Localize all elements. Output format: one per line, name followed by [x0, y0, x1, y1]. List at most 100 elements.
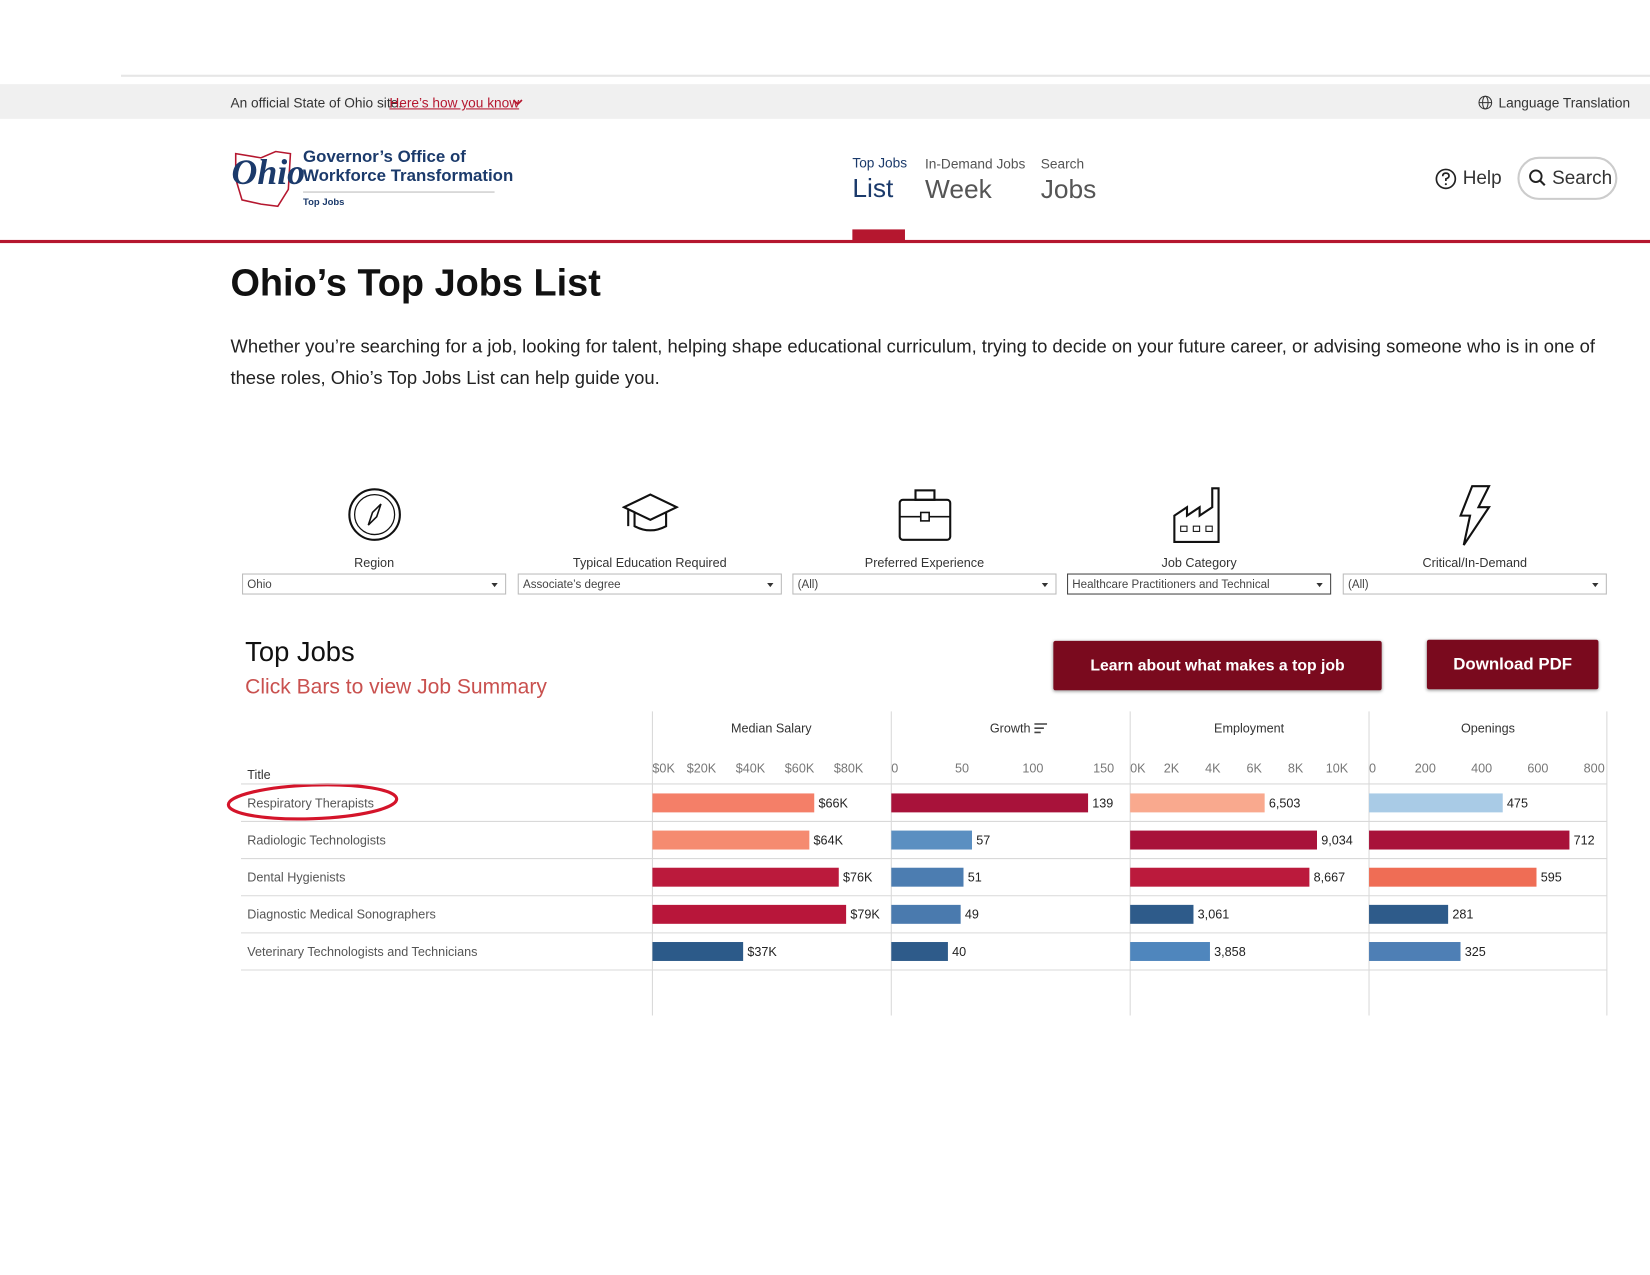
value-label: 139	[1092, 796, 1113, 810]
x-tick-label: 2K	[1164, 762, 1180, 776]
x-tick-label: 10K	[1326, 762, 1349, 776]
row-label[interactable]: Dental Hygienists	[247, 871, 345, 885]
row-label[interactable]: Radiologic Technologists	[247, 833, 386, 847]
nav-item[interactable]: Jobs	[1040, 174, 1097, 205]
bar[interactable]	[1130, 904, 1194, 924]
x-tick-label: 0	[891, 762, 898, 776]
intro: Whether you’re searching for a job, look…	[230, 335, 1595, 389]
search-icon	[1529, 169, 1546, 186]
filter-dropdown[interactable]: (All)	[792, 573, 1057, 595]
x-tick-label: $0K	[652, 762, 675, 776]
x-tick-label: 6K	[1247, 762, 1263, 776]
x-tick-label: 50	[955, 762, 969, 776]
nav-item[interactable]: Week	[924, 174, 992, 205]
value-label: 57	[976, 833, 990, 847]
bar[interactable]	[891, 904, 961, 924]
annotation-circle	[226, 783, 399, 821]
bar[interactable]	[1130, 793, 1265, 813]
pdf-button[interactable]: Download PDF	[1426, 639, 1599, 690]
filter-dropdown[interactable]: (All)	[1342, 573, 1607, 595]
bar[interactable]	[1130, 942, 1210, 961]
x-tick-label: 8K	[1288, 762, 1304, 776]
panel-title: Median Salary	[731, 722, 812, 736]
help-icon	[1435, 168, 1457, 190]
bar[interactable]	[1369, 867, 1537, 887]
section-subtitle: Click Bars to view Job Summary	[245, 675, 547, 699]
x-tick-label: 0K	[1130, 762, 1146, 776]
nav-label[interactable]: In-Demand Jobs	[924, 155, 1026, 172]
filter-label: Region	[354, 555, 395, 571]
filter-dropdown[interactable]: Associate’s degree	[517, 573, 782, 595]
how-you-know-link[interactable]: Here’s how you know	[389, 94, 520, 111]
row-header: Title	[247, 768, 270, 782]
bar[interactable]	[1369, 942, 1461, 961]
panel-title: Growth	[990, 722, 1031, 736]
divider	[121, 74, 1650, 77]
search-label[interactable]: Search	[1552, 167, 1613, 189]
x-tick-label: 200	[1415, 762, 1436, 776]
logo-sub: Top Jobs	[303, 196, 345, 208]
x-tick-label: 100	[1022, 762, 1043, 776]
bar[interactable]	[891, 942, 948, 961]
value-label: 712	[1574, 833, 1595, 847]
language-link[interactable]: Language Translation	[1498, 94, 1631, 111]
section-title: Top Jobs	[245, 635, 355, 668]
nav-label[interactable]: Top Jobs	[852, 154, 908, 171]
help-link[interactable]: Help	[1462, 167, 1502, 189]
filter-dropdown[interactable]: Ohio	[242, 573, 507, 595]
row-label[interactable]: Veterinary Technologists and Technicians	[247, 945, 477, 959]
education-icon	[621, 493, 679, 532]
nav-label[interactable]: Search	[1040, 155, 1085, 172]
active-indicator	[852, 229, 905, 243]
value-label: $76K	[843, 871, 873, 885]
search-button[interactable]	[1517, 156, 1618, 200]
bar[interactable]	[891, 830, 972, 850]
value-label: 3,858	[1214, 945, 1246, 959]
panel-title: Openings	[1461, 722, 1515, 736]
logo-mark[interactable]: Ohio	[231, 153, 306, 193]
filter-label: Job Category	[1161, 555, 1237, 571]
chevron	[512, 99, 523, 106]
sort-icon[interactable]	[1034, 723, 1048, 734]
bar[interactable]	[1369, 904, 1449, 924]
value-label: 325	[1465, 945, 1486, 959]
bar[interactable]	[652, 942, 744, 961]
x-tick-label: 0	[1369, 762, 1376, 776]
learn-button[interactable]: Learn about what makes a top job	[1053, 640, 1382, 691]
ohio-outline	[234, 150, 292, 208]
bar[interactable]	[1130, 830, 1317, 850]
logo-line: Governor’s Office of	[303, 148, 466, 167]
value-label: 3,061	[1198, 908, 1230, 922]
bar[interactable]	[652, 867, 839, 887]
x-tick-label: 600	[1527, 762, 1548, 776]
bar[interactable]	[1369, 830, 1570, 850]
filter-label: Critical/In-Demand	[1422, 555, 1528, 571]
bar[interactable]	[652, 904, 847, 924]
bar[interactable]	[1130, 867, 1310, 887]
filter-label: Preferred Experience	[864, 555, 985, 571]
globe-icon	[1478, 95, 1493, 110]
value-label: 281	[1452, 908, 1473, 922]
bar[interactable]	[1369, 793, 1503, 813]
bar[interactable]	[891, 867, 964, 887]
value-label: $66K	[818, 796, 848, 810]
bar[interactable]	[652, 830, 810, 850]
row-label[interactable]: Diagnostic Medical Sonographers	[247, 908, 436, 922]
experience-icon	[898, 489, 952, 541]
value-label: 40	[952, 945, 966, 959]
panel-title: Employment	[1214, 722, 1285, 736]
bar[interactable]	[652, 793, 815, 813]
value-label: 6,503	[1269, 796, 1301, 810]
page-title: Ohio’s Top Jobs List	[230, 260, 601, 305]
row-label[interactable]: Respiratory Therapists	[247, 796, 374, 810]
nav-item[interactable]: List	[852, 173, 894, 204]
value-label: 9,034	[1321, 833, 1353, 847]
x-tick-label: $20K	[687, 762, 717, 776]
bar[interactable]	[891, 793, 1089, 813]
value-label: 8,667	[1314, 871, 1346, 885]
x-tick-label: $40K	[736, 762, 766, 776]
x-tick-label: $60K	[785, 762, 815, 776]
region-icon	[348, 488, 401, 541]
filter-dropdown[interactable]: Healthcare Practitioners and Technical	[1067, 573, 1332, 595]
